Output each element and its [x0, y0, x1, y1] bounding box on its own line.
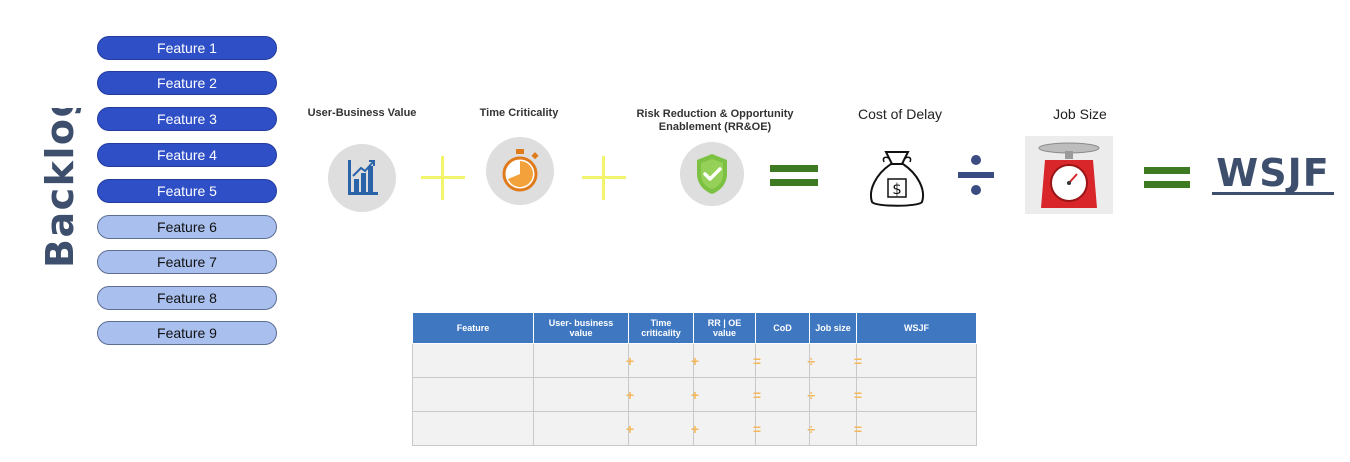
table-row: + + = ÷ = — [412, 411, 977, 446]
feature-item[interactable]: Feature 8 — [97, 286, 277, 310]
table-cell[interactable]: ÷ — [755, 411, 815, 446]
equals-sign — [770, 165, 818, 186]
operator-sign: ÷ — [807, 420, 815, 437]
table-row: + + = ÷ = — [412, 343, 977, 378]
stopwatch-icon — [486, 137, 554, 205]
table-cell[interactable]: + — [628, 377, 699, 412]
table-cell[interactable] — [856, 411, 977, 446]
table-header-cell: Feature — [412, 312, 534, 344]
feature-item[interactable]: Feature 4 — [97, 143, 277, 167]
operator-sign: ÷ — [807, 386, 815, 403]
table-header-cell: Time criticality — [628, 312, 694, 344]
table-header-cell: RR | OE value — [693, 312, 756, 344]
table-header-cell: CoD — [755, 312, 810, 344]
operator-sign: = — [752, 420, 761, 437]
table-header-cell: WSJF — [856, 312, 977, 344]
feature-item[interactable]: Feature 7 — [97, 250, 277, 274]
wsjf-table: Feature User- business value Time critical… — [412, 312, 977, 446]
table-cell[interactable]: + — [628, 411, 699, 446]
weighing-scale-icon — [1025, 136, 1113, 214]
feature-item[interactable]: Feature 3 — [97, 107, 277, 131]
time-criticality-label: Time Criticality — [479, 107, 559, 119]
svg-text:$: $ — [892, 180, 902, 198]
backlog-title-text: Backlog — [38, 108, 82, 268]
table-cell[interactable]: ÷ — [755, 343, 815, 378]
operator-sign: + — [690, 420, 699, 437]
feature-item[interactable]: Feature 2 — [97, 71, 277, 95]
table-header-cell: Job size — [809, 312, 857, 344]
feature-item[interactable]: Feature 1 — [97, 36, 277, 60]
table-cell[interactable]: = — [809, 377, 862, 412]
operator-sign: + — [690, 352, 699, 369]
operator-sign: + — [625, 386, 634, 403]
rroe-label: Risk Reduction & Opportunity Enablement … — [620, 108, 810, 134]
table-cell[interactable]: = — [693, 377, 761, 412]
wsjf-result: WSJF — [1216, 151, 1330, 195]
table-body: + + = ÷ = + + = ÷ = + + = ÷ = — [412, 343, 977, 446]
money-bag-icon: $ — [870, 151, 924, 207]
table-cell[interactable]: + — [533, 411, 634, 446]
operator-sign: = — [853, 386, 862, 403]
table-row: + + = ÷ = — [412, 377, 977, 412]
operator-sign: + — [690, 386, 699, 403]
table-cell[interactable]: ÷ — [755, 377, 815, 412]
table-cell[interactable] — [412, 343, 534, 378]
shield-check-icon — [680, 142, 744, 206]
wsjf-underline — [1212, 192, 1334, 195]
operator-sign: + — [625, 352, 634, 369]
table-cell[interactable] — [412, 411, 534, 446]
table-cell[interactable]: + — [533, 343, 634, 378]
table-cell[interactable] — [412, 377, 534, 412]
feature-item[interactable]: Feature 6 — [97, 215, 277, 239]
operator-sign: = — [752, 386, 761, 403]
table-cell[interactable]: = — [693, 411, 761, 446]
table-header-cell: User- business value — [533, 312, 629, 344]
divide-sign — [958, 155, 994, 195]
backlog-title: Backlog — [33, 108, 83, 273]
rroe-label-line1: Risk Reduction & Opportunity — [636, 108, 794, 120]
table-cell[interactable] — [856, 343, 977, 378]
table-cell[interactable] — [856, 377, 977, 412]
table-header-row: Feature User- business value Time critical… — [412, 312, 977, 344]
plus-sign — [582, 156, 626, 200]
feature-item[interactable]: Feature 5 — [97, 179, 277, 203]
operator-sign: ÷ — [807, 352, 815, 369]
table-cell[interactable]: + — [533, 377, 634, 412]
table-cell[interactable]: = — [809, 343, 862, 378]
equals-sign — [1144, 167, 1190, 188]
job-size-label: Job Size — [1053, 106, 1107, 122]
operator-sign: + — [625, 420, 634, 437]
table-cell[interactable]: + — [628, 343, 699, 378]
plus-sign — [421, 156, 465, 200]
cost-of-delay-label: Cost of Delay — [857, 106, 943, 122]
bar-chart-icon — [328, 144, 396, 212]
rroe-label-line2: Enablement (RR&OE) — [658, 121, 772, 133]
operator-sign: = — [752, 352, 761, 369]
table-cell[interactable]: = — [693, 343, 761, 378]
feature-item[interactable]: Feature 9 — [97, 321, 277, 345]
user-business-value-label: User-Business Value — [307, 107, 417, 119]
operator-sign: = — [853, 352, 862, 369]
table-cell[interactable]: = — [809, 411, 862, 446]
operator-sign: = — [853, 420, 862, 437]
